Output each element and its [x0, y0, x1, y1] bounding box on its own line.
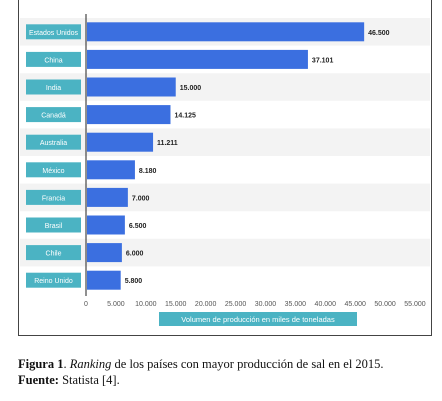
category-label: México: [42, 168, 64, 175]
category-label-box: [26, 134, 81, 150]
bar: [87, 132, 154, 152]
bar: [87, 160, 135, 180]
chart-frame: [18, 0, 432, 336]
x-tick-label: 20.000: [195, 301, 217, 308]
category-label: Canadá: [41, 113, 66, 120]
value-label: 5.800: [125, 278, 143, 285]
bar: [87, 215, 125, 235]
category-label-box: [26, 51, 81, 67]
category-label-box: [26, 107, 81, 123]
category-label: China: [44, 57, 62, 64]
bar: [87, 77, 176, 97]
bar: [87, 49, 308, 69]
x-tick-label: 45.000: [344, 301, 366, 308]
row-stripe: [20, 183, 430, 212]
row-stripe: [20, 128, 430, 156]
value-label: 7.000: [132, 195, 150, 202]
value-label: 11.211: [157, 140, 178, 147]
x-tick-label: 50.000: [374, 301, 396, 308]
row-stripe: [20, 238, 430, 267]
bar: [87, 270, 121, 290]
bar: [87, 105, 171, 125]
value-label: 15.000: [180, 85, 202, 92]
x-tick-label: 30.000: [255, 301, 277, 308]
caption-source-text: Statista [4].: [58, 373, 120, 387]
bar: [87, 187, 128, 207]
x-axis-label-box: [159, 312, 357, 326]
category-label: India: [46, 85, 61, 92]
value-label: 46.500: [368, 30, 390, 37]
category-label-box: [26, 162, 81, 178]
caption-source-line: Fuente: Statista [4].: [18, 372, 438, 388]
value-label: 37.101: [312, 57, 334, 64]
category-label: Brasil: [45, 223, 63, 230]
value-label: 6.500: [129, 223, 147, 230]
figure-caption: Figura 1. Ranking de los países con mayo…: [18, 356, 438, 388]
value-label: 14.125: [174, 113, 196, 120]
caption-figure-label: Figura 1: [18, 357, 64, 371]
category-label: Estados Unidos: [29, 30, 79, 37]
category-label-box: [26, 24, 81, 40]
category-label-box: [26, 245, 81, 261]
category-label-box: [26, 272, 81, 288]
category-label: Francia: [42, 195, 65, 202]
x-tick-label: 0: [84, 301, 88, 308]
x-tick-label: 40.000: [315, 301, 337, 308]
caption-italic-word: Ranking: [69, 357, 112, 371]
x-tick-label: 10.000: [135, 301, 157, 308]
value-label: 8.180: [139, 168, 157, 175]
x-tick-label: 25.000: [225, 301, 247, 308]
category-label: Australia: [40, 140, 67, 147]
salt-production-bar-chart: Estados Unidos 46.500 China 37.101 India 15.0…: [20, 14, 430, 326]
caption-text-before: .: [63, 357, 70, 371]
caption-source-label: Fuente:: [18, 373, 59, 387]
category-label: Chile: [46, 251, 62, 258]
x-tick-label: 35.000: [285, 301, 307, 308]
x-tick-label: 55.000: [404, 301, 426, 308]
bar: [87, 22, 365, 42]
caption-line: Figura 1. Ranking de los países con mayo…: [18, 356, 438, 372]
x-tick-label: 5.000: [107, 301, 125, 308]
x-tick-label: 15.000: [165, 301, 187, 308]
category-label-box: [26, 189, 81, 205]
category-label-box: [26, 79, 81, 95]
x-axis-label: Volumen de producción en miles de tonela…: [181, 315, 335, 324]
category-label-box: [26, 217, 81, 233]
category-label: Reino Unido: [34, 278, 73, 285]
bar: [87, 243, 122, 263]
caption-text-after: de los países con mayor producción de sa…: [111, 357, 384, 371]
value-label: 6.000: [126, 251, 144, 258]
row-stripe: [20, 73, 430, 101]
